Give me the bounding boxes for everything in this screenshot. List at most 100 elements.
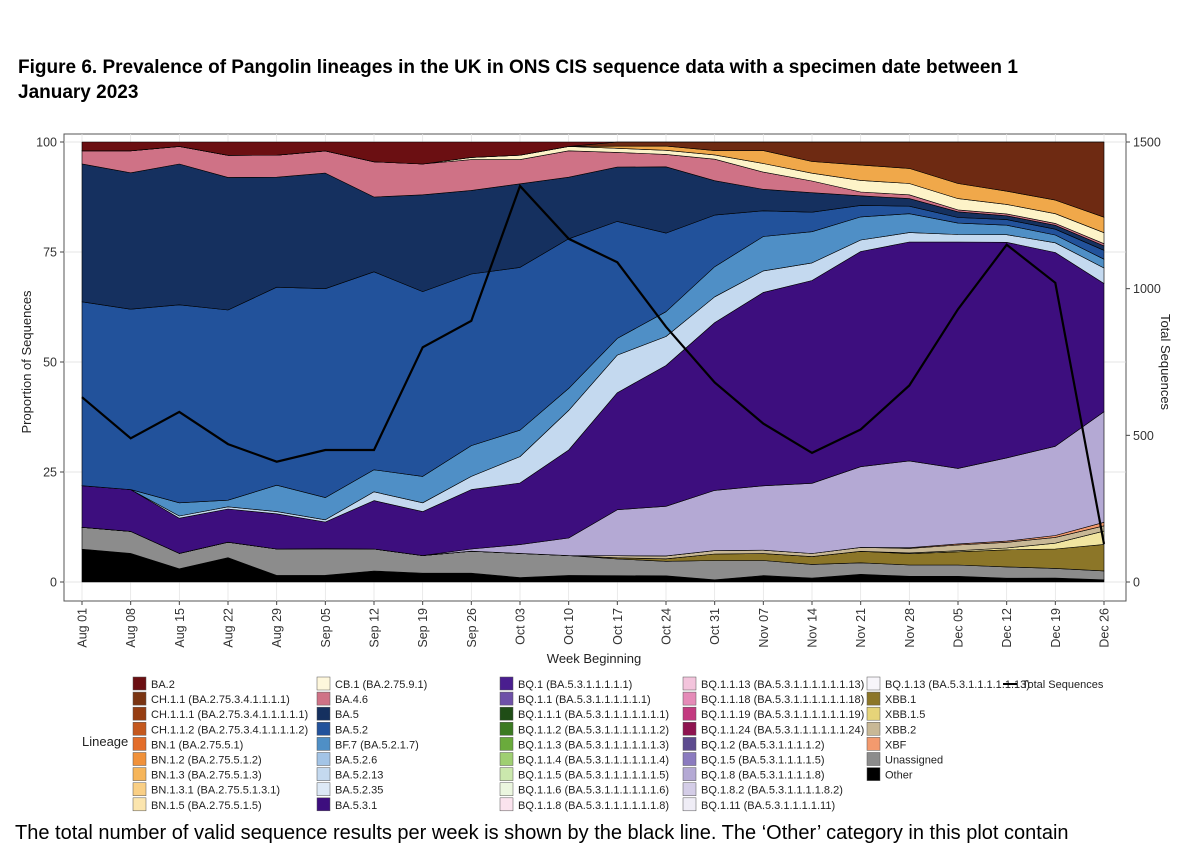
x-tick-label: Nov 07: [757, 608, 771, 648]
legend-label: BQ.1.1.19 (BA.5.3.1.1.1.1.1.1.19): [701, 709, 864, 721]
x-tick-label: Sep 19: [416, 608, 430, 648]
legend-swatch: [866, 691, 881, 706]
legend-swatch: [682, 676, 697, 691]
legend-label: BQ.1.5 (BA.5.3.1.1.1.1.5): [701, 755, 825, 767]
y2-axis-label: Total Sequences: [1158, 314, 1173, 411]
legend-swatch: [132, 767, 147, 781]
legend-swatch: [682, 752, 697, 766]
x-axis-ticks: Aug 01 Aug 08 Aug 15 Aug 22 Aug 29 Sep 05 Sep …: [76, 601, 1112, 648]
y2-tick-label: 500: [1133, 429, 1154, 443]
legend-swatch: [866, 722, 881, 736]
x-tick-label: Dec 19: [1049, 608, 1063, 648]
area-series: [81, 141, 1105, 583]
legend-swatch: [132, 676, 147, 691]
x-tick-label: Nov 21: [854, 608, 868, 648]
legend-swatch: [866, 706, 881, 721]
legend-label: BF.7 (BA.5.2.1.7): [335, 739, 419, 751]
legend-swatch: [132, 722, 147, 736]
legend-label: BQ.1.1.1 (BA.5.3.1.1.1.1.1.1.1): [518, 709, 669, 721]
legend-swatch: [682, 782, 697, 796]
legend-label: BQ.1.8 (BA.5.3.1.1.1.1.8): [701, 770, 825, 782]
y-axis-label: Proportion of Sequences: [19, 290, 34, 434]
legend-label: BQ.1.1.18 (BA.5.3.1.1.1.1.1.1.18): [701, 694, 864, 706]
legend-label: XBB.2: [885, 724, 916, 736]
legend-label: BN.1.2 (BA.2.75.5.1.2): [151, 755, 262, 767]
y-tick-label: 50: [43, 356, 57, 370]
total-sequences-line: [81, 183, 1106, 545]
legend-label: BQ.1.1.3 (BA.5.3.1.1.1.1.1.1.3): [518, 739, 669, 751]
area-ba-2: [81, 141, 1105, 165]
x-tick-label: Oct 03: [514, 608, 528, 645]
legend-label: XBB.1.5: [885, 709, 925, 721]
legend-swatch: [866, 737, 881, 751]
y-tick-label: 100: [36, 136, 57, 150]
legend-label: BQ.1 (BA.5.3.1.1.1.1.1): [518, 679, 632, 691]
legend-label: BQ.1.1.8 (BA.5.3.1.1.1.1.1.1.8): [518, 800, 669, 812]
legend-swatch: [132, 797, 147, 812]
legend-label: Other: [885, 770, 913, 782]
legend-swatch: [682, 767, 697, 781]
legend-swatch: [132, 737, 147, 751]
legend-label: BQ.1.1.2 (BA.5.3.1.1.1.1.1.1.2): [518, 724, 669, 736]
legend-swatch: [866, 752, 881, 766]
legend-swatch: [132, 782, 147, 796]
legend-swatch: [316, 706, 331, 721]
figure-caption: The total number of valid sequence resul…: [15, 822, 1069, 844]
x-tick-label: Aug 15: [173, 608, 187, 648]
y2-tick-label: 0: [1133, 576, 1140, 590]
legend-swatch: [316, 691, 331, 706]
x-tick-label: Aug 08: [124, 608, 138, 648]
legend-swatch: [499, 767, 514, 781]
legend-swatch: [499, 797, 514, 812]
legend-swatch: [132, 691, 147, 706]
legend-swatch: [499, 676, 514, 691]
legend-label-total: Total Sequences: [1022, 679, 1104, 691]
legend-swatch: [499, 722, 514, 736]
legend-swatch: [682, 737, 697, 751]
legend-swatch: [499, 782, 514, 796]
legend-swatch: [316, 797, 331, 812]
x-tick-label: Aug 22: [222, 608, 236, 648]
legend-label: BA.5.2.13: [335, 770, 383, 782]
legend-label: XBF: [885, 739, 907, 751]
legend-swatch: [682, 691, 697, 706]
x-tick-label: Dec 12: [1000, 608, 1014, 648]
legend-label: BQ.1.1.24 (BA.5.3.1.1.1.1.1.1.24): [701, 724, 864, 736]
legend-swatch: [499, 752, 514, 766]
legend-swatch: [316, 752, 331, 766]
legend-label: CH.1.1.1 (BA.2.75.3.4.1.1.1.1.1): [151, 709, 308, 721]
y-axis-ticks: 0 25 50 75 100: [36, 136, 64, 590]
legend-swatch: [682, 722, 697, 736]
legend: BA.2 CH.1.1 (BA.2.75.3.4.1.1.1.1) CH.1.1.1…: [132, 676, 1104, 812]
legend-label: BA.5.2: [335, 724, 368, 736]
legend-label: BN.1 (BA.2.75.5.1): [151, 739, 243, 751]
legend-label: BA.5.3.1: [335, 800, 377, 812]
legend-swatch: [132, 752, 147, 766]
legend-label: CH.1.1 (BA.2.75.3.4.1.1.1.1): [151, 694, 290, 706]
x-tick-label: Aug 29: [270, 608, 284, 648]
legend-swatch: [499, 691, 514, 706]
legend-swatch: [499, 706, 514, 721]
legend-label: BQ.1.1.13 (BA.5.3.1.1.1.1.1.1.13): [701, 679, 864, 691]
x-tick-label: Sep 05: [319, 608, 333, 648]
x-tick-label: Nov 14: [806, 608, 820, 648]
legend-label: CH.1.1.2 (BA.2.75.3.4.1.1.1.1.2): [151, 724, 308, 736]
x-tick-label: Oct 31: [708, 608, 722, 645]
y-tick-label: 25: [43, 466, 57, 480]
x-tick-label: Sep 12: [368, 608, 382, 648]
x-tick-label: Sep 26: [465, 608, 479, 648]
legend-label: BQ.1.1.6 (BA.5.3.1.1.1.1.1.1.6): [518, 785, 669, 797]
legend-swatch: [682, 706, 697, 721]
legend-label: BA.2: [151, 679, 175, 691]
legend-label: BA.5.2.35: [335, 785, 383, 797]
legend-label: BN.1.3.1 (BA.2.75.5.1.3.1): [151, 785, 280, 797]
legend-swatch: [866, 767, 881, 781]
legend-label: BA.4.6: [335, 694, 368, 706]
legend-label: BN.1.5 (BA.2.75.5.1.5): [151, 800, 262, 812]
x-axis-label: Week Beginning: [547, 651, 641, 666]
legend-label: XBB.1: [885, 694, 916, 706]
x-tick-label: Dec 05: [952, 608, 966, 648]
x-tick-label: Dec 26: [1098, 608, 1112, 648]
legend-label: BN.1.3 (BA.2.75.5.1.3): [151, 770, 262, 782]
